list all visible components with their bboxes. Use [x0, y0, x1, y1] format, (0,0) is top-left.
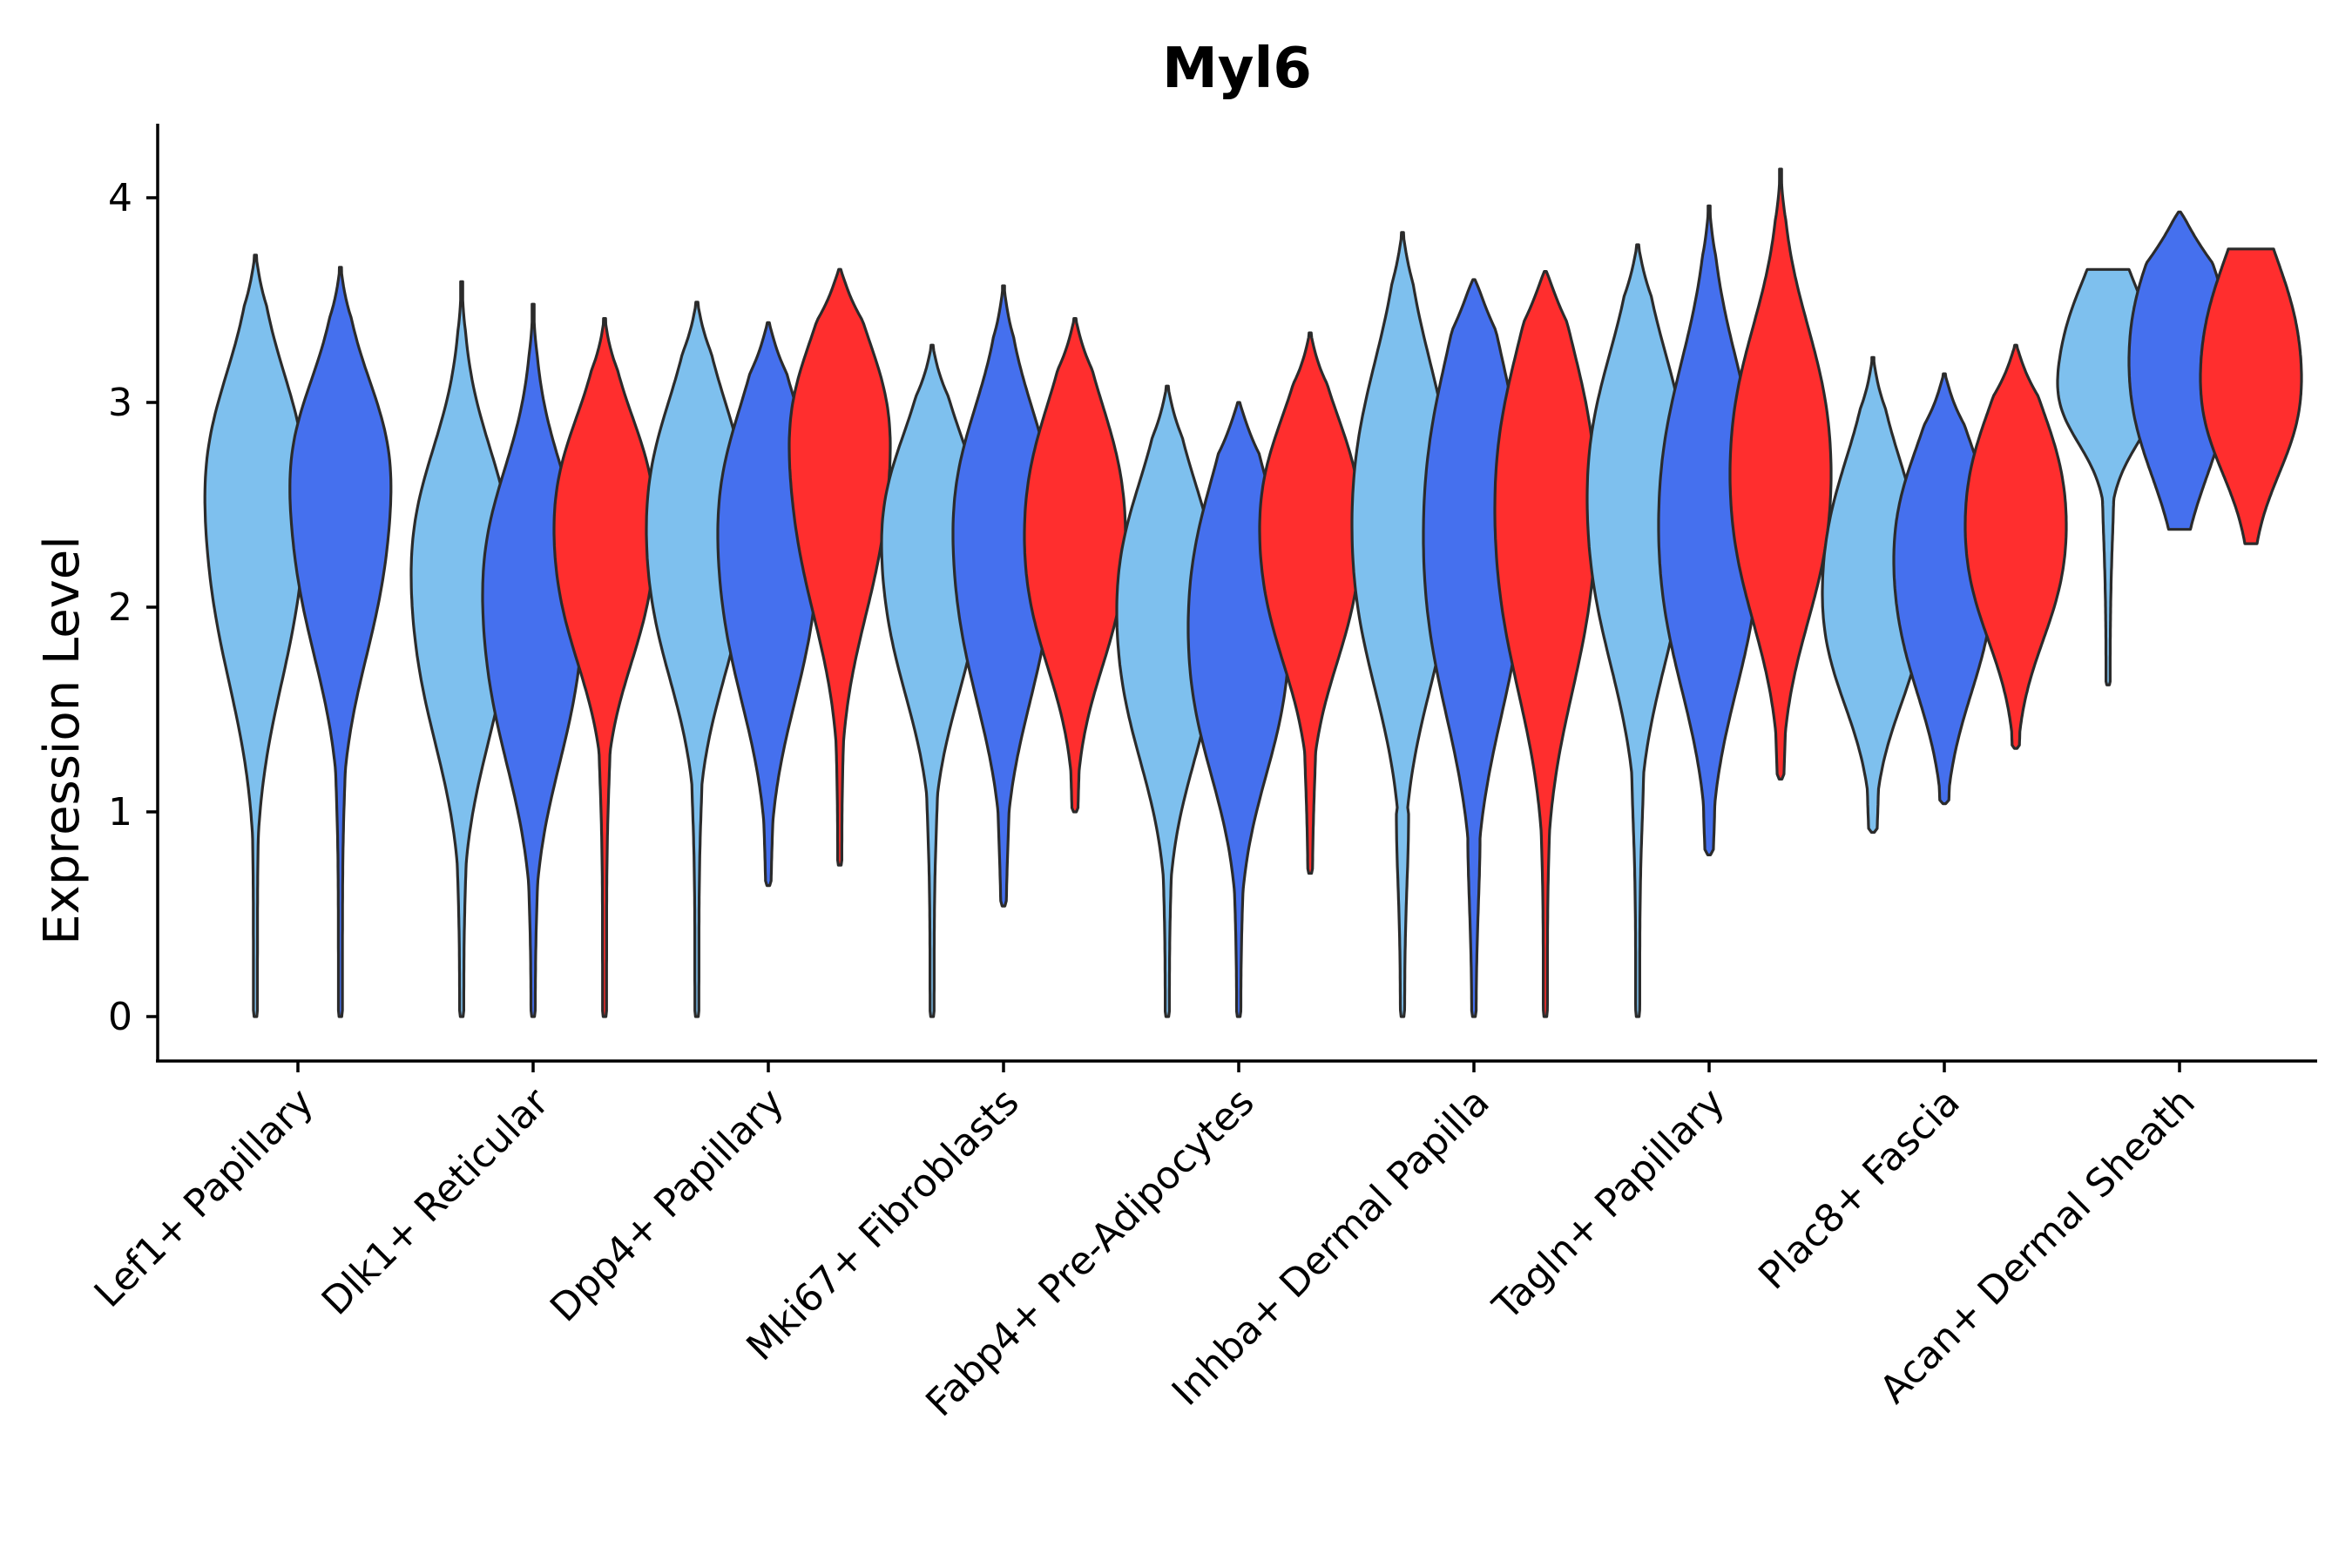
y-ticks-layer: 0 1 2 3 4: [108, 176, 158, 1039]
violin-7-s2: [1657, 204, 1761, 856]
violin-4-s2: [951, 284, 1056, 908]
violin-6-s3: [1493, 270, 1598, 1018]
y-tick-label-0: 0: [108, 995, 132, 1039]
violin-5-s1: [1115, 384, 1220, 1018]
violin-9-s3: [2199, 247, 2303, 545]
violin-1-s2: [288, 266, 393, 1018]
y-tick-label-4: 4: [108, 176, 132, 220]
violin-2-s3: [552, 317, 657, 1018]
violin-6-s1: [1350, 231, 1455, 1018]
violin-1-s1: [203, 253, 308, 1018]
violin-2-s1: [409, 280, 514, 1018]
violin-5-s3: [1258, 331, 1362, 875]
chart-title: Myl6: [1162, 37, 1312, 101]
y-tick-label-2: 2: [108, 585, 132, 630]
violin-7-s1: [1585, 243, 1690, 1018]
violin-3-s3: [787, 267, 892, 867]
y-axis-label: Expression Level: [34, 536, 91, 945]
violin-7-s3: [1728, 167, 1833, 781]
y-tick-label-1: 1: [108, 790, 132, 835]
violin-4-s3: [1023, 317, 1127, 814]
violins-layer: [203, 167, 2303, 1018]
y-tick-label-3: 3: [108, 381, 132, 425]
violin-8-s3: [1963, 343, 2068, 750]
